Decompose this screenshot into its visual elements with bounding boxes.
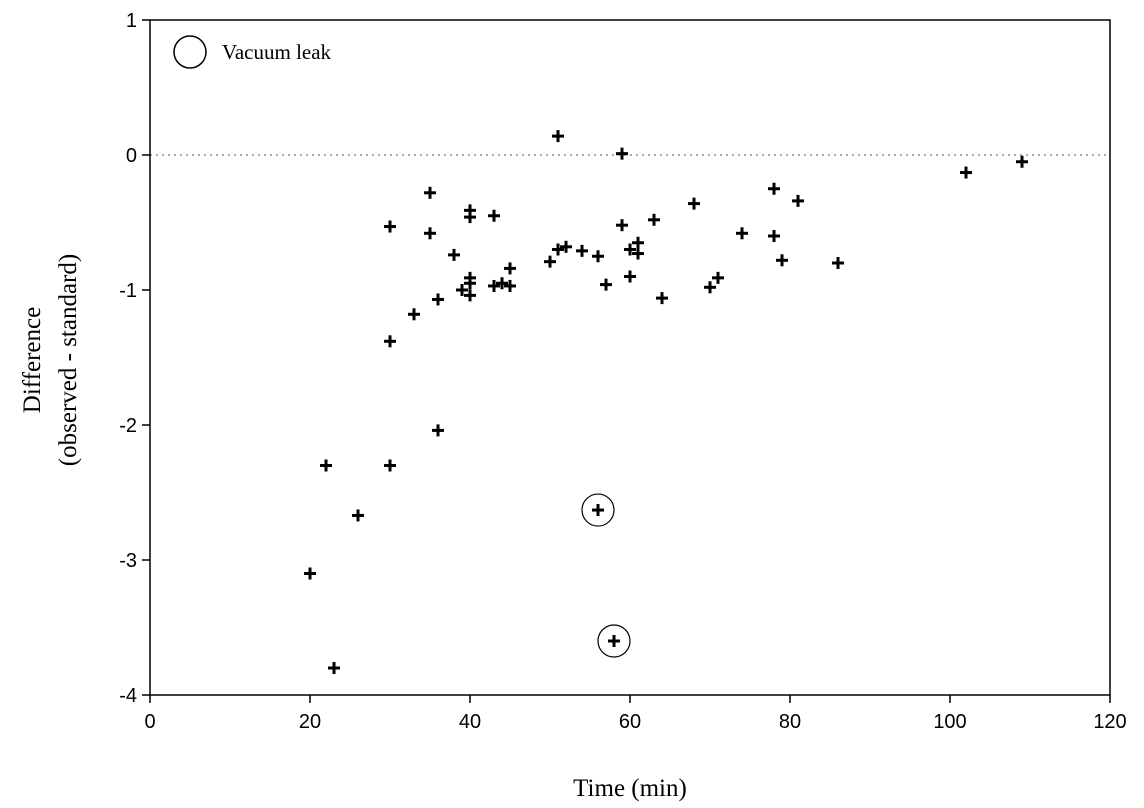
x-tick-label: 20: [299, 711, 321, 733]
data-point: [560, 240, 572, 253]
legend-label: Vacuum leak: [222, 40, 332, 64]
data-point: [704, 281, 716, 294]
y-tick-label: -3: [119, 550, 137, 572]
data-point: [304, 567, 316, 580]
data-point: [656, 292, 668, 305]
data-point: [768, 230, 780, 242]
x-tick-label: 80: [779, 711, 801, 733]
vacuum-leak-circle: [581, 493, 615, 527]
legend: Vacuum leak: [173, 35, 332, 69]
data-point: [552, 243, 564, 256]
data-point: [448, 248, 460, 261]
plot-frame: [149, 19, 1111, 696]
legend-marker: [173, 35, 207, 69]
data-point: [544, 255, 556, 268]
data-point: [496, 277, 508, 290]
data-point: [768, 182, 780, 195]
data-point: [632, 247, 644, 260]
data-point: [776, 254, 788, 267]
data-point: [456, 284, 468, 296]
data-point: [488, 209, 500, 222]
data-point: [488, 279, 500, 292]
data-point: [424, 227, 436, 240]
data-point: [616, 147, 628, 160]
data-point: [464, 289, 476, 302]
data-point: [352, 509, 364, 522]
y-tick-label: -1: [119, 280, 137, 302]
data-point: [648, 213, 660, 226]
data-point: [576, 244, 588, 257]
y-axis-title-line2: (observed - standard): [55, 254, 82, 466]
data-point: [1016, 155, 1028, 168]
axes: 0 20 40 60 80 100 120 -4 -3 -2 -1 0 1: [119, 10, 1126, 733]
y-tick-label: -2: [119, 415, 137, 437]
data-point: [616, 219, 628, 232]
data-point: [384, 459, 396, 472]
data-point: [552, 130, 564, 143]
data-point: [424, 186, 436, 199]
y-axis-title-line1: Difference: [19, 307, 46, 413]
data-point: [432, 424, 444, 437]
data-point: [624, 243, 636, 256]
y-tick-label: 0: [126, 145, 137, 167]
vacuum-leak-circle: [597, 624, 631, 658]
data-point: [432, 293, 444, 306]
data-point: [600, 278, 612, 291]
data-point: [688, 197, 700, 210]
y-tick-label: -4: [119, 685, 137, 707]
data-point: [384, 335, 396, 348]
x-tick-label: 120: [1093, 711, 1126, 733]
data-point: [960, 166, 972, 179]
x-tick-label: 0: [144, 711, 155, 733]
y-tick-label: 1: [126, 10, 137, 32]
vacuum-leak-point: [581, 493, 615, 527]
data-point: [832, 257, 844, 269]
data-point: [464, 211, 476, 224]
plot-area: [150, 130, 1110, 674]
vacuum-leak-point: [597, 624, 631, 658]
data-point: [792, 194, 804, 207]
data-point: [504, 262, 516, 275]
data-point: [736, 227, 748, 240]
x-axis-title: Time (min): [573, 775, 687, 802]
data-point: [320, 459, 332, 472]
data-point: [408, 308, 420, 321]
data-point: [384, 220, 396, 233]
x-tick-label: 40: [459, 711, 481, 733]
data-point: [632, 236, 644, 249]
x-tick-label: 60: [619, 711, 641, 733]
data-point: [504, 279, 516, 292]
x-tick-label: 100: [933, 711, 966, 733]
data-point: [624, 270, 636, 283]
data-point: [328, 662, 340, 674]
data-point: [464, 277, 476, 290]
data-point: [712, 271, 724, 284]
data-point: [592, 250, 604, 263]
